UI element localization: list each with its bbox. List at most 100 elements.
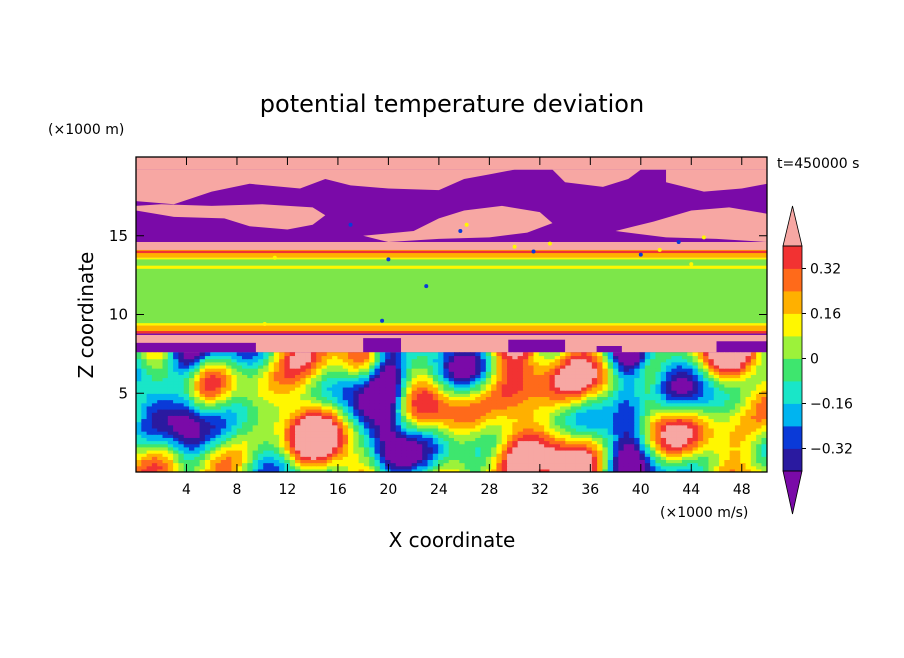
field-cell <box>671 427 678 432</box>
field-cell <box>210 453 217 457</box>
field-cell <box>295 418 301 423</box>
field-cell <box>321 377 328 382</box>
field-cell <box>554 355 561 360</box>
field-cell <box>326 399 333 404</box>
field-cell <box>628 393 635 397</box>
field-cell <box>289 424 296 429</box>
field-cell <box>475 427 482 432</box>
field-cell <box>252 412 259 416</box>
field-cell <box>528 383 535 388</box>
field-cell <box>597 393 604 397</box>
field-cell <box>263 418 270 423</box>
field-cell <box>459 409 466 413</box>
field-cell <box>650 368 657 372</box>
field-cell <box>443 368 450 372</box>
field-cell <box>401 355 407 360</box>
field-cell <box>151 380 158 385</box>
field-cell <box>634 424 641 429</box>
field-cell <box>713 393 720 397</box>
field-cell <box>348 368 354 372</box>
field-cell <box>697 405 704 410</box>
field-cell <box>305 409 312 413</box>
field-cell <box>406 449 413 454</box>
field-cell <box>480 383 487 388</box>
field-cell <box>167 440 174 445</box>
field-cell <box>353 465 360 470</box>
field-cell <box>273 364 280 369</box>
field-cell <box>607 409 614 413</box>
field-cell <box>464 446 471 451</box>
field-cell <box>644 371 651 375</box>
field-cell <box>756 405 763 410</box>
field-cell <box>204 361 211 366</box>
field-cell <box>310 465 317 470</box>
field-cell <box>724 412 731 416</box>
field-cell <box>671 364 678 369</box>
field-cell <box>305 361 312 366</box>
field-cell <box>517 443 524 448</box>
field-cell <box>273 399 280 404</box>
field-cell <box>565 427 572 432</box>
field-cell <box>427 368 434 372</box>
field-cell <box>745 465 752 470</box>
field-cell <box>231 446 238 451</box>
field-cell <box>597 386 604 391</box>
field-cell <box>379 380 386 385</box>
field-cell <box>660 364 667 369</box>
field-cell <box>459 371 466 375</box>
field-cell <box>162 446 169 451</box>
field-cell <box>448 374 455 379</box>
field-cell <box>475 368 482 372</box>
field-cell <box>650 402 657 407</box>
field-cell <box>326 402 333 407</box>
field-cell <box>734 380 741 385</box>
field-cell <box>273 462 280 467</box>
field-cell <box>395 462 402 467</box>
field-cell <box>236 355 243 360</box>
field-cell <box>454 396 460 401</box>
field-cell <box>734 409 741 413</box>
field-cell <box>295 446 301 451</box>
field-cell <box>411 440 418 445</box>
field-cell <box>650 468 657 472</box>
field-cell <box>252 424 259 429</box>
field-cell <box>507 421 513 426</box>
field-cell <box>422 437 429 442</box>
field-cell <box>708 427 715 432</box>
field-cell <box>247 412 254 416</box>
field-cell <box>284 374 291 379</box>
field-cell <box>544 443 551 448</box>
field-cell <box>236 434 243 438</box>
field-cell <box>538 468 545 472</box>
field-cell <box>570 427 577 432</box>
field-cell <box>581 399 588 404</box>
field-cell <box>342 440 349 445</box>
field-cell <box>305 465 312 470</box>
field-cell <box>496 443 503 448</box>
field-cell <box>740 405 747 410</box>
field-cell <box>565 396 572 401</box>
field-cell <box>199 459 206 464</box>
field-cell <box>734 424 741 429</box>
field-cell <box>708 396 715 401</box>
field-cell <box>268 402 275 407</box>
field-cell <box>719 443 725 448</box>
field-cell <box>268 386 275 391</box>
field-cell <box>247 374 254 379</box>
purple-patch <box>716 341 767 353</box>
field-cell <box>454 383 460 388</box>
field-cell <box>613 352 619 357</box>
field-cell <box>591 415 598 420</box>
field-cell <box>491 377 498 382</box>
field-cell <box>167 418 174 423</box>
field-cell <box>162 437 169 442</box>
field-cell <box>507 415 513 420</box>
field-cell <box>480 462 487 467</box>
field-cell <box>586 390 593 394</box>
field-cell <box>522 358 529 363</box>
field-cell <box>708 415 715 420</box>
field-cell <box>681 453 688 457</box>
field-cell <box>496 368 503 372</box>
field-cell <box>342 465 349 470</box>
field-cell <box>289 374 296 379</box>
